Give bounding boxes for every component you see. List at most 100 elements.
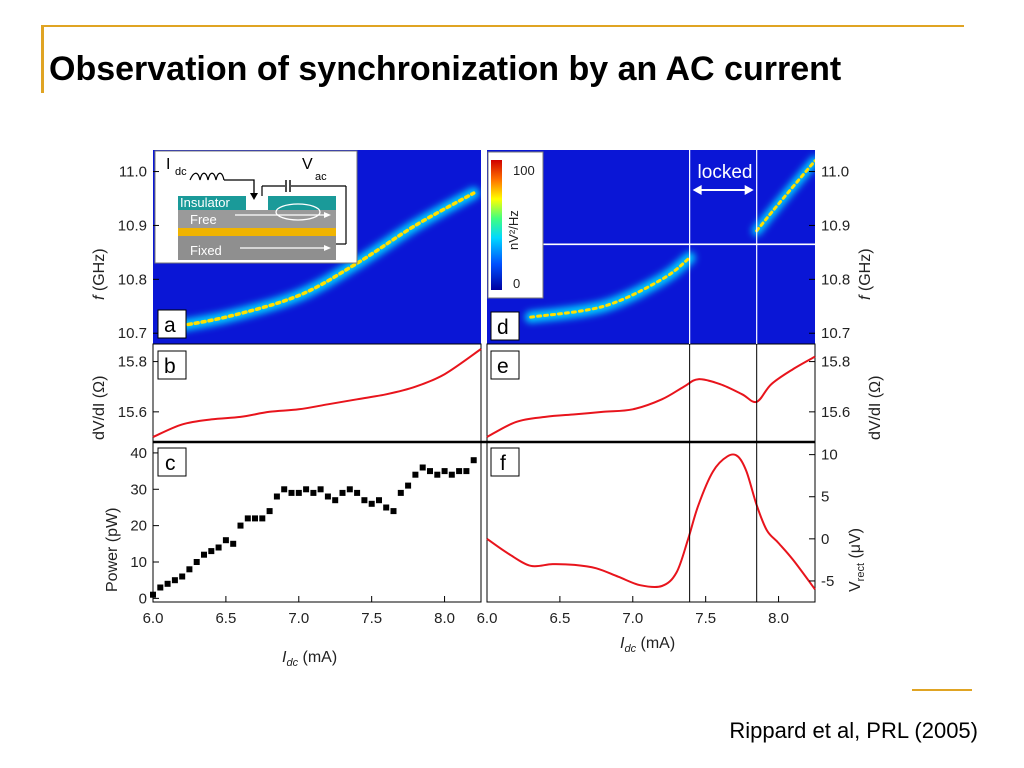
panel-c-data-point	[295, 489, 302, 496]
panel-c-ylabel: Power (pW)	[104, 508, 121, 592]
panel-c-data-point	[164, 580, 171, 587]
panel-c-data-point	[397, 489, 404, 496]
panel-f-ylabel: Vrect (μV)	[847, 528, 867, 592]
y-tick-label: 10.9	[118, 217, 147, 234]
x-tick-label: 6.5	[215, 610, 236, 627]
slide-title: Observation of synchronization by an AC …	[49, 50, 842, 88]
panel-b-series-line	[152, 348, 482, 438]
panel-d-ridge-group	[524, 155, 815, 324]
y-tick-label: 40	[130, 445, 147, 462]
panel-f-letter: f	[500, 452, 506, 475]
panel-c-data-point	[346, 486, 353, 493]
arrow-left-icon	[692, 185, 702, 195]
inset-voltage-label: V	[302, 156, 313, 173]
y-tick-label: -5	[821, 573, 834, 590]
locked-label: locked	[698, 162, 753, 183]
y-tick-label: 15.6	[821, 404, 850, 421]
colorbar-max-label: 100	[513, 163, 535, 178]
panel-c-data-point	[150, 591, 156, 598]
panel-c-data-point	[237, 522, 244, 529]
inset-current-label: I	[166, 156, 170, 173]
panel-c-data-point	[303, 486, 310, 493]
y-tick-label: 10.8	[118, 271, 147, 288]
panel-c-data-point	[419, 464, 426, 471]
x-tick-label: 6.0	[477, 610, 498, 627]
y-tick-label: 11.0	[821, 164, 849, 181]
colorbar-gradient	[491, 160, 502, 290]
panel-c-data-point	[186, 566, 193, 573]
contact-layer	[268, 196, 336, 210]
y-tick-label: 10.7	[821, 325, 850, 342]
panel-c-data-point	[281, 486, 288, 493]
panel-c-data-point	[448, 471, 455, 478]
panel-a-ridge-group	[161, 187, 480, 334]
inset-voltage-sub: ac	[315, 171, 327, 183]
panel-b-letter: b	[164, 355, 176, 378]
arrow-down-icon	[250, 193, 258, 200]
y-tick-label: 20	[130, 518, 147, 535]
y-tick-label: 0	[821, 531, 829, 548]
panel-c-data-point	[332, 497, 339, 504]
y-tick-label: 0	[139, 590, 147, 607]
inductor-icon	[189, 172, 225, 181]
panel-c-data-point	[376, 497, 382, 504]
x-tick-label: 7.5	[361, 610, 382, 627]
panel-c-data-point	[208, 548, 215, 555]
panel-c-data-point	[324, 493, 331, 500]
panel-c-data-point	[157, 584, 164, 591]
locking-boundaries	[689, 150, 758, 602]
y-tick-label: 5	[821, 489, 829, 506]
panel-b-ylabel: dV/dI (Ω)	[91, 376, 108, 440]
panel-c-xlabel: Idc (mA)	[282, 649, 337, 669]
panel-c-data-point	[215, 544, 222, 551]
panel-c-data-point	[339, 489, 346, 496]
x-tick-label: 8.0	[768, 610, 789, 627]
panel-c-frame	[152, 441, 482, 603]
panel-d-ridge-below	[529, 256, 692, 319]
panel-c-data-point	[390, 508, 397, 515]
figure: I dc V ac Insulator Free Fixed	[91, 150, 884, 669]
y-tick-label: 15.8	[821, 354, 850, 371]
panel-c-data-point	[456, 468, 463, 475]
panel-c-data-point	[252, 515, 258, 522]
panel-e-series-line	[486, 355, 816, 438]
y-tick-label: 10.7	[118, 325, 147, 342]
title-accent-vertical	[41, 25, 44, 93]
panel-f-series-line	[486, 453, 816, 590]
current-wire	[224, 179, 255, 196]
panel-f-frame	[486, 441, 816, 603]
footer-accent	[912, 689, 972, 691]
panel-b-frame	[152, 343, 482, 443]
arrow-right-icon	[744, 185, 754, 195]
panel-c-data-point	[383, 504, 390, 511]
x-tick-label: 6.0	[143, 610, 164, 627]
x-tick-label: 7.5	[695, 610, 716, 627]
spacer-layer	[178, 228, 336, 236]
lines-layer	[152, 348, 816, 590]
panel-c-data-point	[171, 577, 178, 584]
insulator-layer	[178, 196, 246, 210]
x-tick-label: 7.0	[622, 610, 643, 627]
panel-c-data-point	[244, 515, 251, 522]
panel-e-letter: e	[497, 355, 509, 378]
schematic-inset: I dc V ac Insulator Free Fixed	[154, 150, 358, 264]
marks-layer	[150, 457, 477, 598]
fixed-arrow-icon	[324, 245, 331, 251]
panel-a-letter: a	[164, 314, 176, 337]
panel-c-data-point	[427, 468, 433, 475]
panel-c-data-point	[317, 486, 324, 493]
panel-f-xlabel: Idc (mA)	[620, 635, 675, 655]
title-accent-horizontal	[41, 25, 964, 27]
y-tick-label: 15.6	[118, 404, 147, 421]
panel-d-ylabel: f (GHz)	[857, 248, 874, 300]
y-tick-label: 11.0	[119, 164, 147, 181]
y-tick-label: 30	[130, 481, 147, 498]
panel-a-ridge	[165, 191, 476, 330]
panel-c-data-point	[273, 493, 280, 500]
panel-letters: a b c d e f	[157, 309, 520, 477]
precession-orbit	[275, 203, 321, 221]
panel-c-data-point	[266, 508, 273, 515]
panel-c-data-point	[441, 468, 448, 475]
panel-c-data-point	[405, 482, 412, 489]
y-tick-label: 10	[821, 447, 838, 464]
